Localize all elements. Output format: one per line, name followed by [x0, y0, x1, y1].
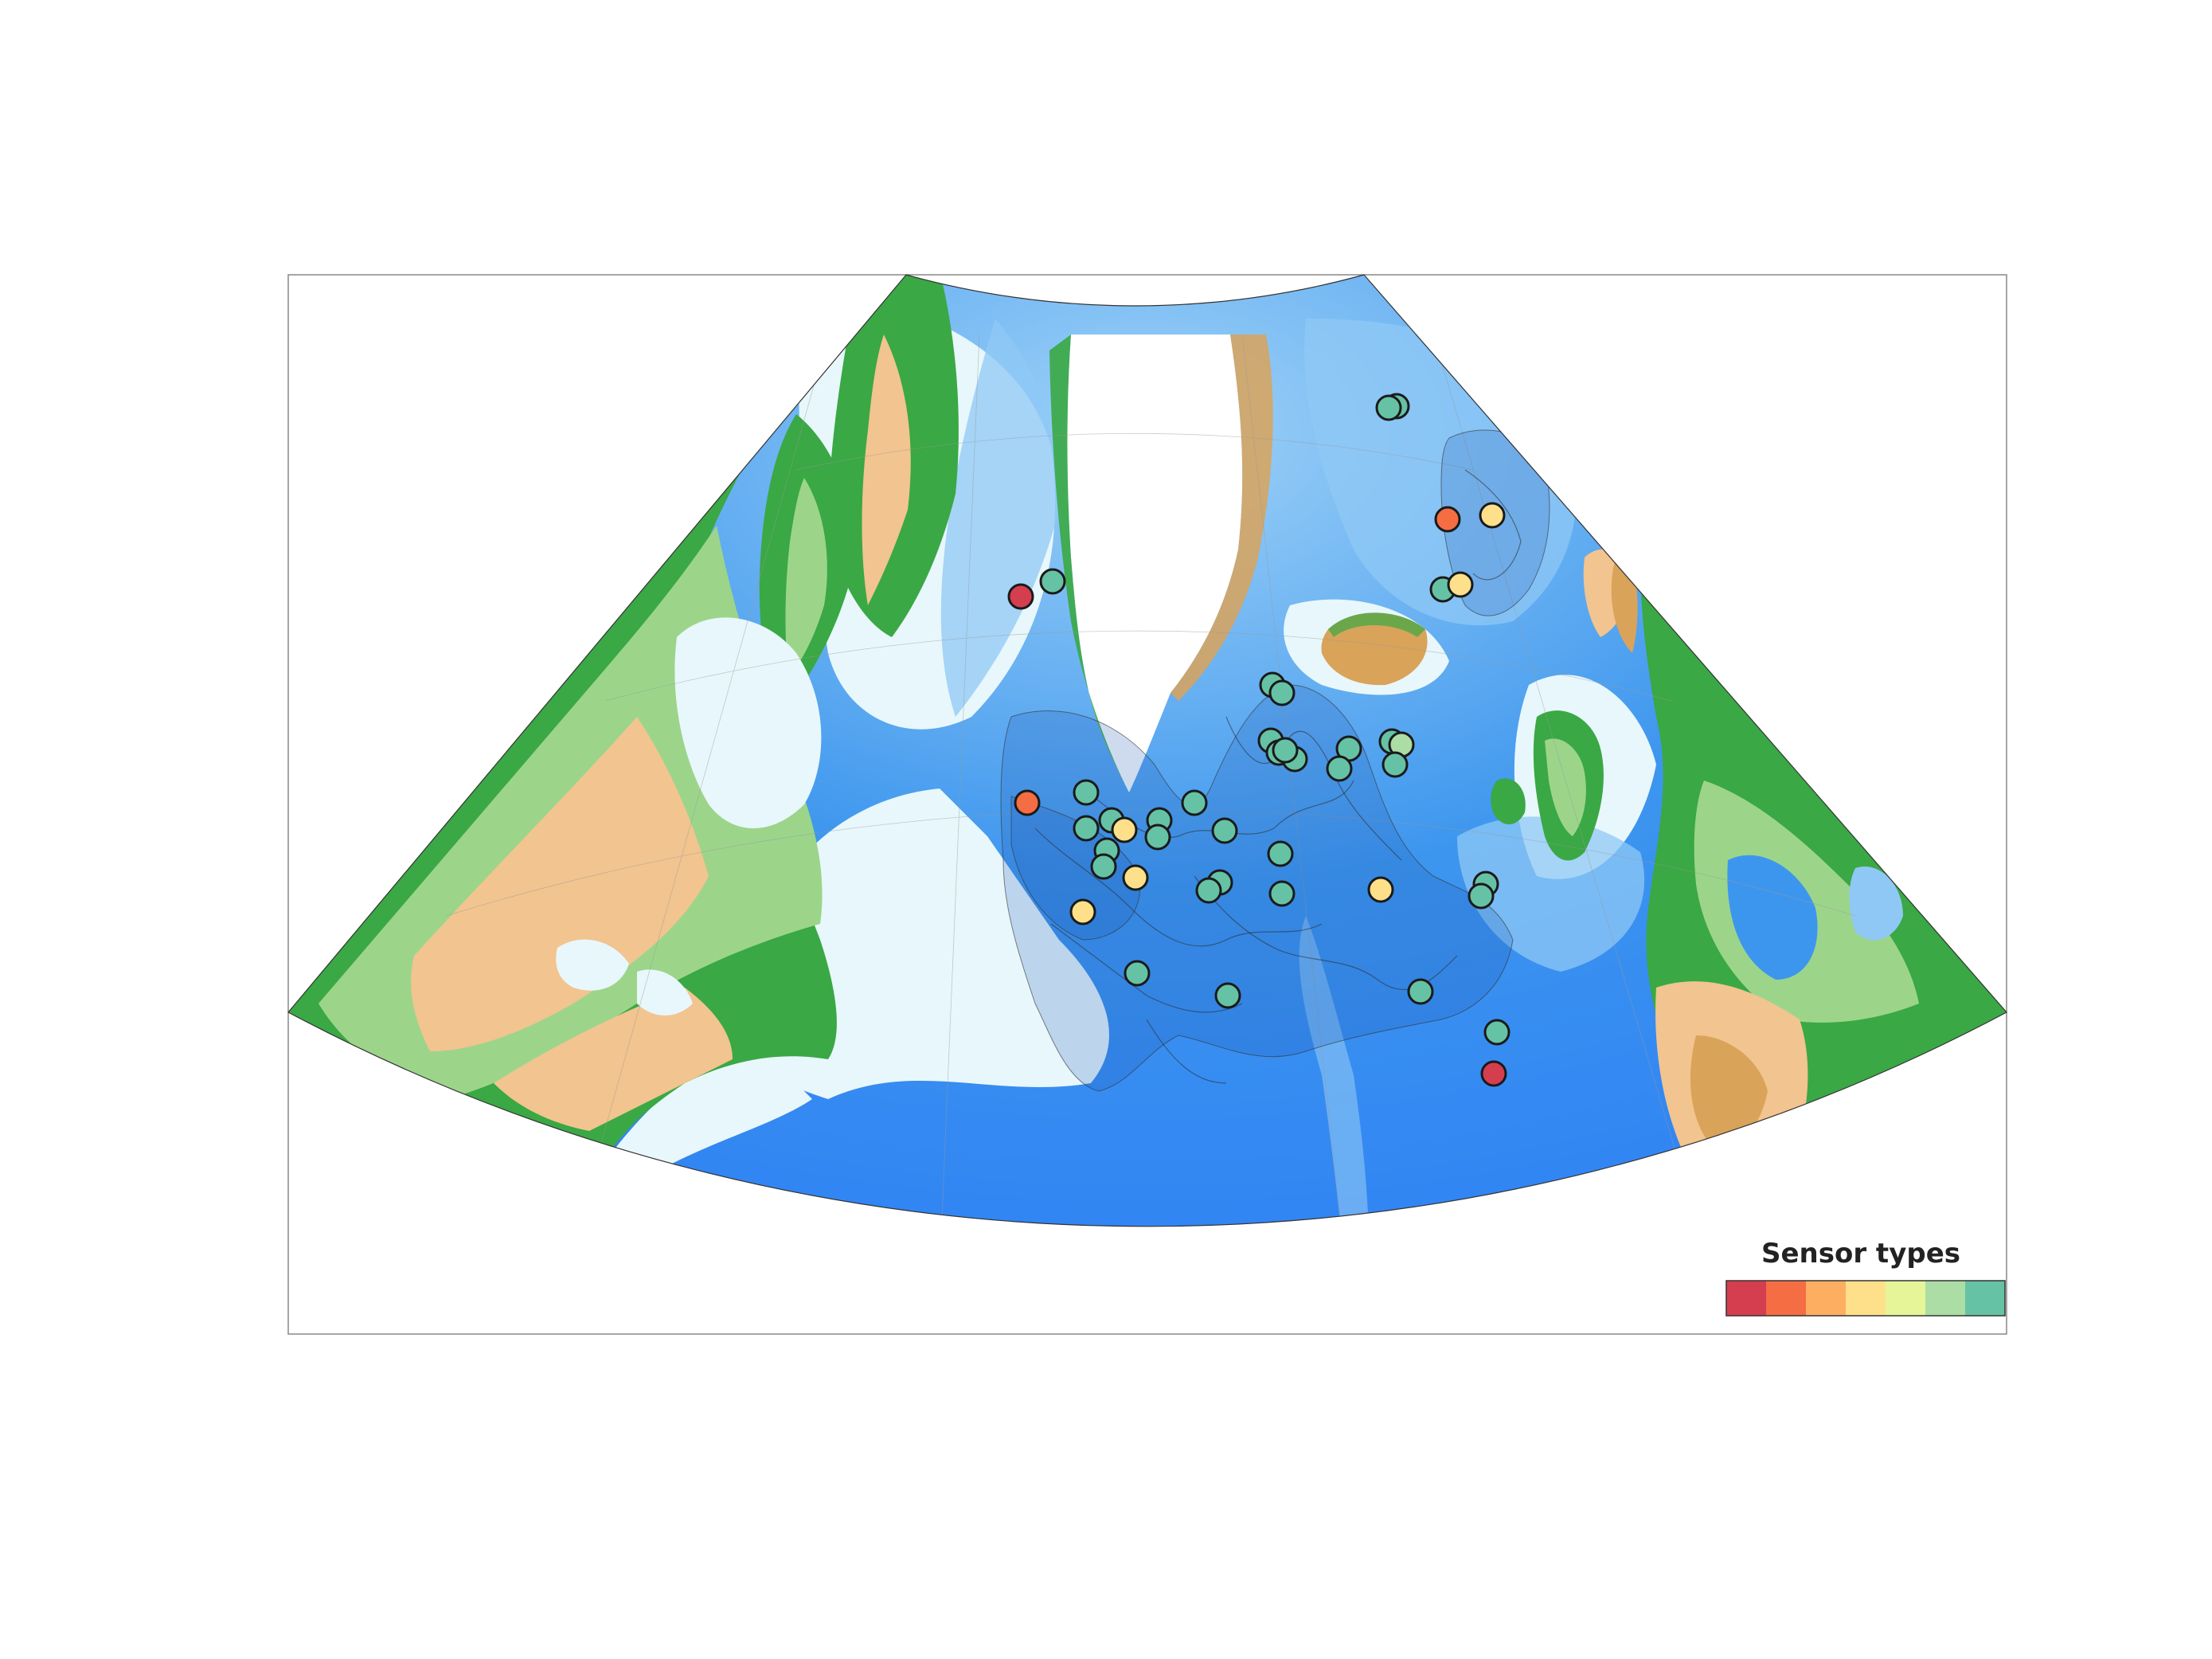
sensor-marker	[1073, 779, 1100, 806]
graticule	[445, 334, 1856, 1227]
sensor-marker	[1111, 816, 1138, 843]
sensor-marker	[1375, 394, 1402, 421]
legend-swatch	[1726, 1281, 1766, 1316]
map-frame	[287, 274, 2007, 1335]
sensor-marker	[1007, 583, 1034, 610]
sensor-marker	[1014, 789, 1041, 816]
legend-title: Sensor types	[1761, 1238, 1960, 1270]
sensor-markers	[1007, 393, 1510, 1087]
legend-border	[1725, 1280, 2006, 1317]
sensor-marker	[1122, 864, 1149, 891]
sensor-marker	[1268, 679, 1296, 706]
europe	[1611, 542, 2007, 1227]
sensor-marker	[1326, 755, 1353, 782]
sensor-marker	[1272, 737, 1299, 764]
legend-swatch	[1886, 1281, 1925, 1316]
sensor-marker	[1480, 1060, 1507, 1087]
sensor-marker	[1479, 502, 1506, 529]
sensor-marker	[1447, 571, 1474, 598]
legend: Sensor types	[1725, 1238, 2006, 1317]
sensor-marker	[1144, 824, 1171, 851]
map-outline	[287, 274, 2007, 1227]
sensor-marker	[1195, 877, 1222, 904]
greenland-ice	[1067, 335, 1243, 792]
sensor-marker	[1267, 840, 1294, 867]
legend-swatch	[1965, 1281, 2005, 1316]
sensor-marker	[1367, 876, 1394, 903]
legend-colorbar	[1725, 1280, 2006, 1317]
sensor-marker	[1090, 853, 1117, 880]
sensor-marker	[1268, 880, 1296, 907]
sensor-marker	[1069, 898, 1096, 925]
legend-swatch	[1766, 1281, 1806, 1316]
sensor-marker	[1214, 982, 1241, 1009]
sensor-marker	[1382, 751, 1409, 778]
sensor-marker	[1407, 978, 1434, 1005]
legend-swatch	[1846, 1281, 1886, 1316]
greenland-coast-east	[1170, 335, 1273, 701]
sensor-marker	[1468, 882, 1495, 910]
iceland-coast	[1328, 612, 1425, 637]
sensor-marker	[1211, 817, 1238, 844]
iceland	[1321, 612, 1428, 686]
sensor-marker	[1124, 960, 1151, 987]
legend-swatch	[1806, 1281, 1846, 1316]
greenland-coast-west	[1049, 335, 1129, 792]
sensor-marker	[1434, 506, 1461, 533]
sensor-marker	[1483, 1019, 1510, 1046]
legend-swatch	[1925, 1281, 1965, 1316]
sensor-marker	[1181, 789, 1208, 816]
map-body	[288, 275, 2007, 1227]
sensor-marker	[1039, 568, 1066, 595]
sensor-marker	[1073, 815, 1100, 842]
british-isles	[1491, 710, 1604, 861]
tracks	[1000, 429, 1550, 1092]
